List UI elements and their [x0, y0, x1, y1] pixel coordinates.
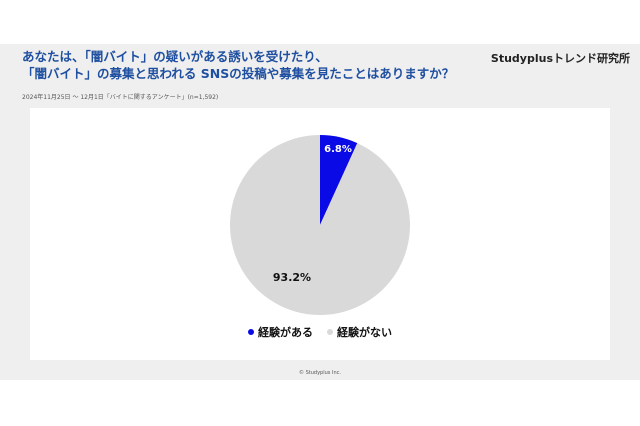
- chart-title: あなたは、「闇バイト」の疑いがある誘いを受けたり、 「闇バイト」の募集と思われる…: [22, 48, 492, 82]
- legend-swatch-not-experienced: [327, 329, 333, 335]
- copyright: © Studyplus Inc.: [299, 370, 341, 376]
- data-label-experienced: 6.8%: [324, 144, 352, 155]
- pie-slice-not-experienced: [229, 135, 410, 315]
- slide: あなたは、「闇バイト」の疑いがある誘いを受けたり、 「闇バイト」の募集と思われる…: [0, 44, 640, 380]
- data-label-not-experienced: 93.2%: [273, 271, 311, 284]
- survey-source-note: 2024年11月25日 ～ 12月1日「バイトに関するアンケート」(n=1,59…: [22, 94, 219, 101]
- legend-label-not-experienced: 経験がない: [337, 326, 392, 339]
- title-line-1: あなたは、「闇バイト」の疑いがある誘いを受けたり、: [22, 49, 328, 64]
- legend-label-experienced: 経験がある: [258, 326, 313, 339]
- pie-slice-experienced: [320, 135, 358, 225]
- chart-legend: 経験がある 経験がない: [30, 324, 610, 340]
- legend-item-experienced: 経験がある: [248, 324, 313, 340]
- title-line-2: 「闇バイト」の募集と思われる SNSの投稿や募集を見たことはありますか？: [22, 66, 455, 81]
- legend-swatch-experienced: [248, 329, 254, 335]
- brand-logo-text: Studyplusトレンド研究所: [490, 52, 630, 65]
- legend-item-not-experienced: 経験がない: [327, 324, 392, 340]
- chart-panel: 6.8% 93.2% 経験がある 経験がない: [30, 108, 610, 360]
- pie-chart: 6.8% 93.2%: [229, 135, 410, 315]
